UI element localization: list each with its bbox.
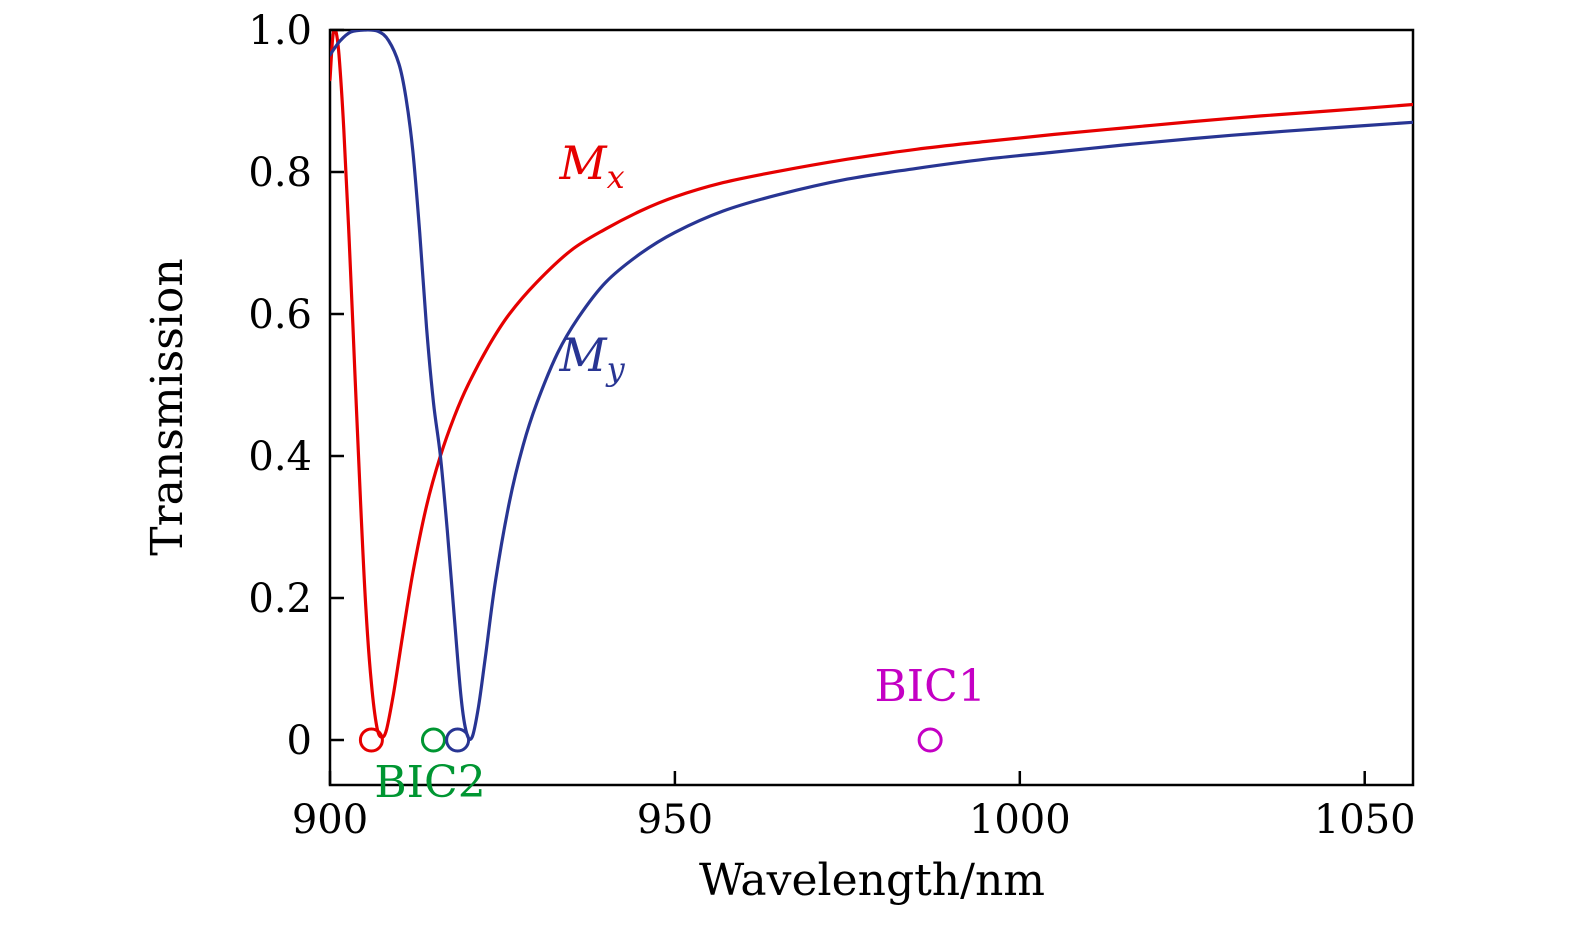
y-axis-label: Transmission bbox=[142, 258, 193, 555]
y-tick-label: 1.0 bbox=[248, 8, 312, 54]
x-tick-label: 1000 bbox=[969, 797, 1071, 843]
x-tick-label: 1050 bbox=[1314, 797, 1416, 843]
My-label: My bbox=[559, 328, 626, 388]
y-tick-label: 0.6 bbox=[248, 292, 312, 338]
curve-Mx bbox=[330, 30, 1413, 739]
bic1-label: BIC1 bbox=[874, 661, 985, 712]
plot-border bbox=[328, 28, 1415, 787]
x-tick-label: 900 bbox=[292, 797, 368, 843]
bic2-marker bbox=[420, 727, 446, 753]
y-tick-label: 0.8 bbox=[248, 150, 312, 196]
my-resonance-marker bbox=[445, 727, 471, 753]
bic2-label: BIC2 bbox=[374, 757, 485, 808]
bic1-marker bbox=[917, 727, 943, 753]
curve-My bbox=[330, 30, 1413, 741]
plot-frame bbox=[328, 28, 1415, 787]
tick-labels: 900 950 1000 1050 0 0.2 0.4 0.6 0.8 1.0 bbox=[248, 8, 1415, 843]
bic-markers bbox=[358, 727, 943, 753]
curves bbox=[330, 30, 1413, 741]
y-tick-label: 0.4 bbox=[248, 434, 312, 480]
x-tick-label: 950 bbox=[637, 797, 713, 843]
axis-ticks bbox=[328, 28, 1366, 785]
y-tick-label: 0.2 bbox=[248, 576, 312, 622]
annotations: BIC1 BIC2 Mx My bbox=[374, 136, 985, 808]
mx-resonance-marker bbox=[358, 727, 384, 753]
Mx-label: Mx bbox=[559, 136, 625, 196]
x-axis-label: Wavelength/nm bbox=[699, 855, 1045, 906]
y-tick-label: 0 bbox=[287, 718, 312, 764]
